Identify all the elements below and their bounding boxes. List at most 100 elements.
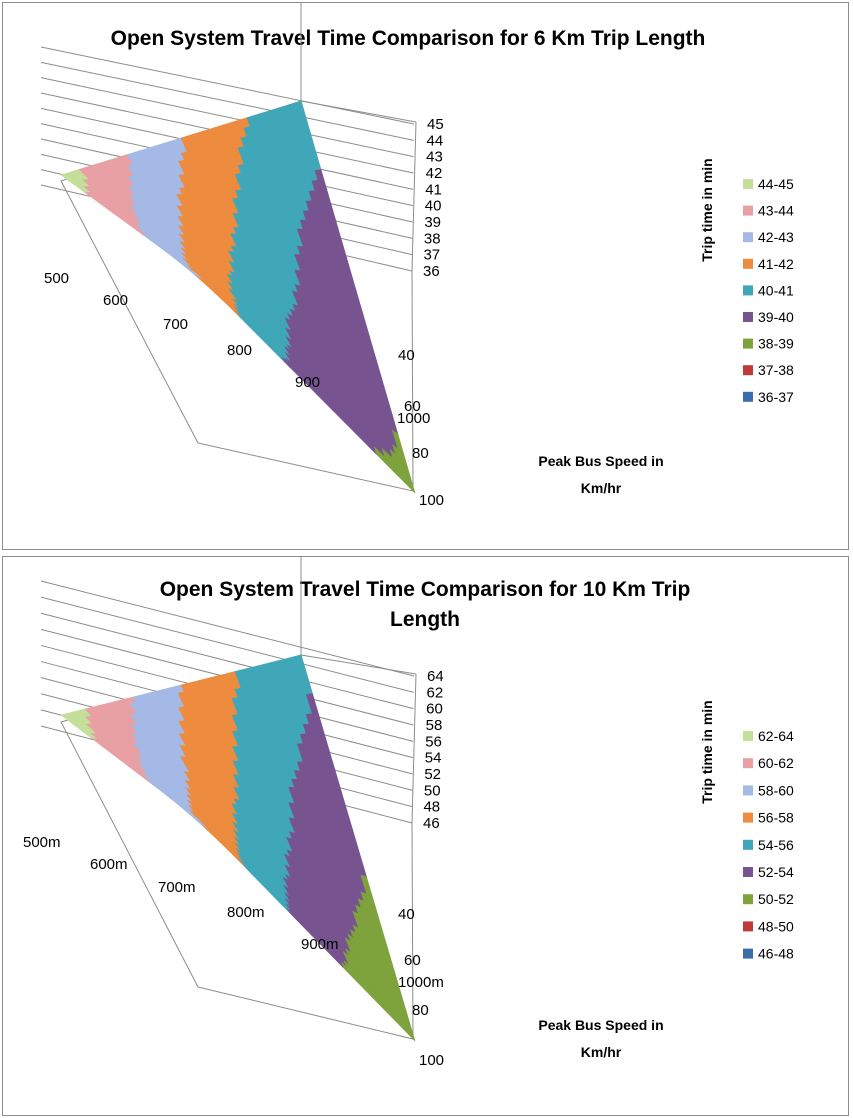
legend-item: 50-52 <box>743 891 794 907</box>
legend-label: 60-62 <box>758 755 794 771</box>
x-tick-label: 1000m <box>398 974 444 991</box>
right-wall-bottom <box>411 822 414 1040</box>
z-tick-label: 38 <box>424 230 441 247</box>
surface-mesh <box>60 100 416 494</box>
legend-item: 62-64 <box>743 728 794 744</box>
legend-swatch <box>743 338 753 349</box>
legend-label: 44-45 <box>758 176 794 192</box>
legend-label: 41-42 <box>758 256 794 272</box>
y-axis-label-line-1: Peak Bus Speed in <box>538 453 663 469</box>
x-tick-label: 700m <box>158 879 196 896</box>
x-tick-label: 1000 <box>397 410 430 427</box>
z-axis-line <box>411 673 417 824</box>
chart-panel-6km: Open System Travel Time Comparison for 6… <box>2 2 849 550</box>
surface-chart-6km: Open System Travel Time Comparison for 6… <box>40 3 794 509</box>
legend-swatch <box>743 894 753 905</box>
x-tick-label: 500 <box>44 270 69 287</box>
legend-swatch <box>743 232 753 243</box>
legend-label: 37-38 <box>758 362 794 378</box>
z-tick-label: 62 <box>427 684 444 701</box>
y-axis-label-line-1: Peak Bus Speed in <box>538 1017 663 1033</box>
legend-item: 43-44 <box>743 203 794 219</box>
x-tick-label: 800m <box>227 904 265 921</box>
surface-cell <box>406 476 416 494</box>
right-wall-bottom <box>411 270 414 492</box>
z-tick-label: 46 <box>423 815 440 832</box>
z-tick-label: 42 <box>426 165 443 182</box>
legend-swatch <box>743 731 753 741</box>
legend-swatch <box>743 921 753 932</box>
legend-label: 56-58 <box>758 810 794 826</box>
legend-label: 48-50 <box>758 918 794 934</box>
legend-swatch <box>743 285 753 296</box>
z-tick-label: 60 <box>426 701 443 718</box>
z-tick-label: 40 <box>425 198 442 215</box>
x-tick-label: 600 <box>103 292 128 309</box>
z-gridline <box>40 77 414 158</box>
legend-label: 52-54 <box>758 864 794 880</box>
y-axis-ticks: 40 60 80 100 <box>398 906 444 1069</box>
x-tick-label: 700 <box>163 316 188 333</box>
legend-item: 40-41 <box>743 282 794 298</box>
legend-swatch <box>743 258 753 269</box>
chart-title: Open System Travel Time Comparison for 6… <box>111 27 706 50</box>
legend-swatch <box>743 365 753 376</box>
z-axis-label: Trip time in min <box>699 158 715 261</box>
y-tick-label: 60 <box>404 952 421 969</box>
chart-title-text: Open System Travel Time Comparison for 6… <box>111 27 706 50</box>
legend-label: 38-39 <box>758 336 794 352</box>
legend-swatch <box>743 179 753 189</box>
legend-label: 50-52 <box>758 891 794 907</box>
surface-cell <box>406 1025 416 1042</box>
x-tick-label: 900m <box>301 936 339 953</box>
legend-item: 54-56 <box>743 837 794 853</box>
z-tick-label: 56 <box>425 733 442 750</box>
z-axis-line <box>411 121 417 272</box>
legend-item: 46-48 <box>743 946 794 962</box>
back-top-edge <box>300 654 417 675</box>
y-axis-label-line-2: Km/hr <box>581 480 622 496</box>
y-tick-label: 80 <box>412 1002 429 1019</box>
legend-label: 54-56 <box>758 837 794 853</box>
x-tick-label: 800 <box>227 342 252 359</box>
legend-item: 44-45 <box>743 176 794 192</box>
legend-swatch <box>743 948 753 959</box>
legend-label: 42-43 <box>758 229 794 245</box>
legend-item: 58-60 <box>743 782 794 798</box>
legend: 44-45 43-44 42-43 41-42 40-41 39-40 38-39 37-38… <box>743 176 794 405</box>
z-tick-label: 39 <box>424 214 441 231</box>
legend-swatch <box>743 785 753 796</box>
chart-title: Open System Travel Time Comparison for 1… <box>160 578 691 631</box>
x-tick-label: 600m <box>90 856 128 873</box>
legend-label: 40-41 <box>758 282 794 298</box>
z-gridline <box>40 596 414 693</box>
legend: 62-64 60-62 58-60 56-58 54-56 52-54 50-52 48-50… <box>743 728 794 962</box>
z-tick-label: 44 <box>427 132 444 149</box>
legend-swatch <box>743 758 753 769</box>
legend-swatch <box>743 312 753 322</box>
legend-item: 48-50 <box>743 918 794 934</box>
legend-swatch <box>743 867 753 877</box>
z-tick-label: 41 <box>425 181 442 198</box>
z-gridline <box>40 580 415 677</box>
surface-mesh <box>60 654 416 1042</box>
legend-item: 60-62 <box>743 755 794 771</box>
z-tick-label: 48 <box>423 799 440 816</box>
legend-item: 36-37 <box>743 389 794 405</box>
legend-item: 42-43 <box>743 229 794 245</box>
legend-label: 36-37 <box>758 389 794 405</box>
chart-title-text-line-1: Open System Travel Time Comparison for 1… <box>160 578 691 601</box>
y-tick-label: 80 <box>412 445 429 462</box>
legend-swatch <box>743 839 753 850</box>
legend-item: 52-54 <box>743 864 794 880</box>
z-tick-label: 43 <box>426 149 443 166</box>
z-tick-label: 50 <box>424 782 441 799</box>
z-axis-label: Trip time in min <box>699 700 715 803</box>
legend-swatch <box>743 391 753 402</box>
z-tick-label: 36 <box>423 263 440 280</box>
legend-label: 39-40 <box>758 309 794 325</box>
x-tick-label: 900 <box>295 374 320 391</box>
z-tick-label: 54 <box>425 750 442 767</box>
